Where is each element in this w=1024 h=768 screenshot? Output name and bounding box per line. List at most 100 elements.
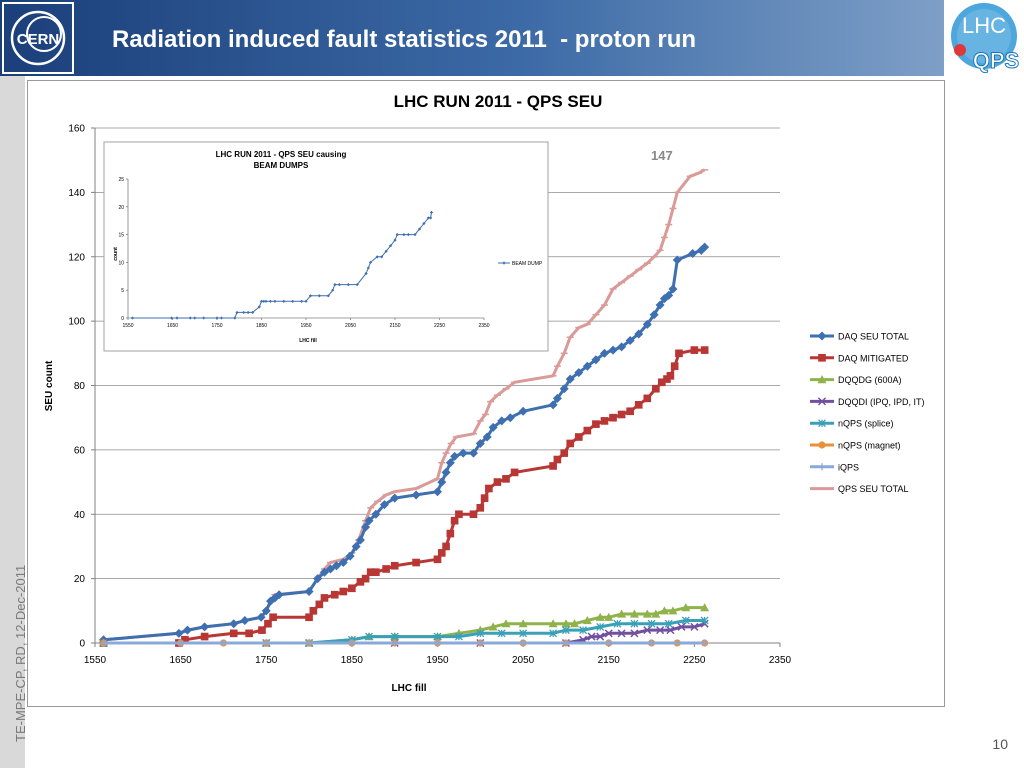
x-tick-label-2250: 2250 — [683, 655, 706, 666]
daq-mitigated-point-50 — [658, 378, 666, 387]
daq-seu-total-point-34 — [482, 432, 492, 442]
daq-seu-total-point-10 — [274, 590, 284, 600]
daq-mitigated-point-35 — [510, 468, 519, 477]
nqps-splice-point-20 — [700, 616, 709, 625]
main-legend: DAQ SEU TOTAL DAQ MITIGATED DQQDG (600A) DQ… — [810, 331, 925, 494]
dqqdg-600a-point-20 — [642, 609, 652, 618]
daq-mitigated-point-46 — [626, 407, 634, 416]
y-tick-label-100: 100 — [68, 317, 85, 328]
daq-mitigated-point-19 — [372, 568, 380, 577]
inset-axes: 0 5 10 15 20 25 1550 1650 1750 1850 1950 2050 2150 22… — [118, 177, 489, 329]
inset-beam-dump-point-6 — [215, 316, 219, 320]
daq-seu-total-point-18 — [351, 541, 361, 551]
inset-title-line-2: BEAM DUMPS — [254, 161, 309, 170]
daq-mitigated-point-26 — [446, 529, 455, 538]
iqps-point-0 — [100, 639, 108, 647]
dqqdg-600a-point-25 — [700, 603, 710, 612]
legend-label-daq-seu-total: DAQ SEU TOTAL — [838, 332, 909, 342]
daq-seu-total-point-12 — [313, 574, 323, 584]
daq-seu-total-point-26 — [433, 487, 442, 497]
left-sidebar — [0, 76, 25, 768]
inset-x-tick-label-1550: 1550 — [122, 323, 133, 329]
daq-mitigated-point-29 — [469, 510, 478, 519]
series-iqps — [100, 639, 709, 647]
series-nqps-splice — [99, 616, 709, 647]
daq-seu-total-point-40 — [552, 393, 562, 403]
nqps-splice-point-17 — [647, 619, 656, 628]
inset-y-tick-label-20: 20 — [118, 205, 124, 211]
inset-y-tick-label-0: 0 — [121, 316, 124, 322]
x-tick-label-1550: 1550 — [84, 655, 107, 666]
footer-text: TE-MPE-CP, RD, 12-Dec-2011 — [13, 564, 28, 742]
daq-seu-total-point-33 — [475, 438, 485, 448]
cern-logo: CERN — [2, 2, 74, 74]
dqqdg-600a-point-9 — [488, 622, 498, 631]
inset-y-tick-label-5: 5 — [121, 288, 124, 294]
dqqdg-600a-point-18 — [617, 609, 627, 618]
daq-mitigated-point-39 — [566, 439, 575, 448]
y-tick-label-80: 80 — [74, 381, 86, 392]
daq-seu-total-point-37 — [505, 413, 515, 423]
dqqdg-600a-point-21 — [651, 609, 661, 618]
inset-beam-dump-point-4 — [193, 316, 197, 320]
daq-seu-total-point-3 — [200, 622, 210, 632]
dqqdi-ipq-ipd-it-point-11 — [630, 629, 639, 638]
nqps-splice-point-7 — [454, 632, 463, 641]
daq-seu-total-point-28 — [441, 467, 451, 477]
inset-beam-dump-point-33 — [368, 260, 373, 264]
daq-mitigated-point-40 — [574, 433, 583, 441]
daq-mitigated-point-16 — [356, 578, 365, 586]
chart-title: LHC RUN 2011 - QPS SEU — [394, 92, 603, 111]
inset-beam-dump-point-43 — [417, 227, 422, 231]
iqps-point-4 — [305, 639, 313, 647]
dqqdi-ipq-ipd-it-point-14 — [666, 626, 675, 635]
legend-marker-dqqdi-ipq-ipd-it — [817, 397, 827, 406]
slide-title: Radiation induced fault statistics 2011 … — [112, 26, 697, 53]
x-tick-label-2350: 2350 — [769, 655, 792, 666]
daq-seu-total-point-47 — [608, 345, 618, 355]
iqps-point-7 — [434, 639, 441, 647]
daq-mitigated-point-41 — [583, 426, 592, 435]
legend-item-daq-mitigated: DAQ MITIGATED — [810, 353, 909, 363]
dqqdi-ipq-ipd-it-point-10 — [617, 629, 626, 638]
inset-beam-dump-point-5 — [202, 316, 206, 320]
inset-beam-dump-point-39 — [395, 233, 399, 237]
nqps-splice-point-16 — [630, 619, 639, 628]
daq-seu-total-point-35 — [488, 422, 498, 432]
legend-label-nqps-splice: nQPS (splice) — [838, 419, 894, 429]
inset-series-beam-dump — [130, 210, 434, 320]
slide-header: CERN Radiation induced fault statistics … — [0, 0, 945, 76]
inset-x-tick-label-2150: 2150 — [389, 323, 400, 329]
nqps-splice-point-15 — [613, 619, 622, 628]
x-tick-label-1750: 1750 — [255, 655, 278, 666]
y-tick-label-60: 60 — [74, 445, 86, 456]
daq-mitigated-point-48 — [643, 394, 652, 403]
daq-mitigated-point-30 — [476, 503, 485, 512]
nqps-splice-point-18 — [664, 619, 673, 628]
daq-mitigated-point-42 — [592, 420, 600, 428]
daq-mitigated-point-31 — [480, 494, 489, 502]
x-tick-label-2150: 2150 — [598, 655, 621, 666]
daq-mitigated-point-55 — [690, 346, 699, 354]
inset-beam-dump-point-20 — [291, 299, 295, 303]
inset-series — [130, 210, 434, 320]
daq-seu-total-point-53 — [655, 300, 665, 310]
dqqdi-ipq-ipd-it-point-12 — [643, 626, 652, 635]
legend-item-nqps-splice: nQPS (splice) — [810, 419, 894, 429]
dqqdi-ipq-ipd-it-point-16 — [690, 622, 699, 631]
legend-item-qps-seu-total: QPS SEU TOTAL — [810, 484, 909, 494]
inset-beam-dump-point-45 — [426, 216, 430, 220]
y-tick-label-20: 20 — [74, 574, 86, 585]
dqqdg-600a-point-11 — [518, 619, 528, 628]
dqqdg-600a-point-16 — [595, 612, 605, 621]
daq-seu-total-point-25 — [411, 490, 421, 500]
main-series — [99, 168, 710, 648]
inset-beam-dump-point-2 — [175, 316, 179, 320]
inset-beam-dump-point-1 — [170, 316, 174, 320]
inset-y-tick-label-15: 15 — [118, 233, 124, 239]
daq-seu-total-point-2 — [182, 625, 192, 635]
daq-seu-total-point-51 — [642, 319, 652, 329]
inset-beam-dump-point-47 — [429, 210, 434, 214]
daq-mitigated-point-44 — [609, 413, 617, 422]
daq-mitigated-point-21 — [390, 561, 399, 570]
